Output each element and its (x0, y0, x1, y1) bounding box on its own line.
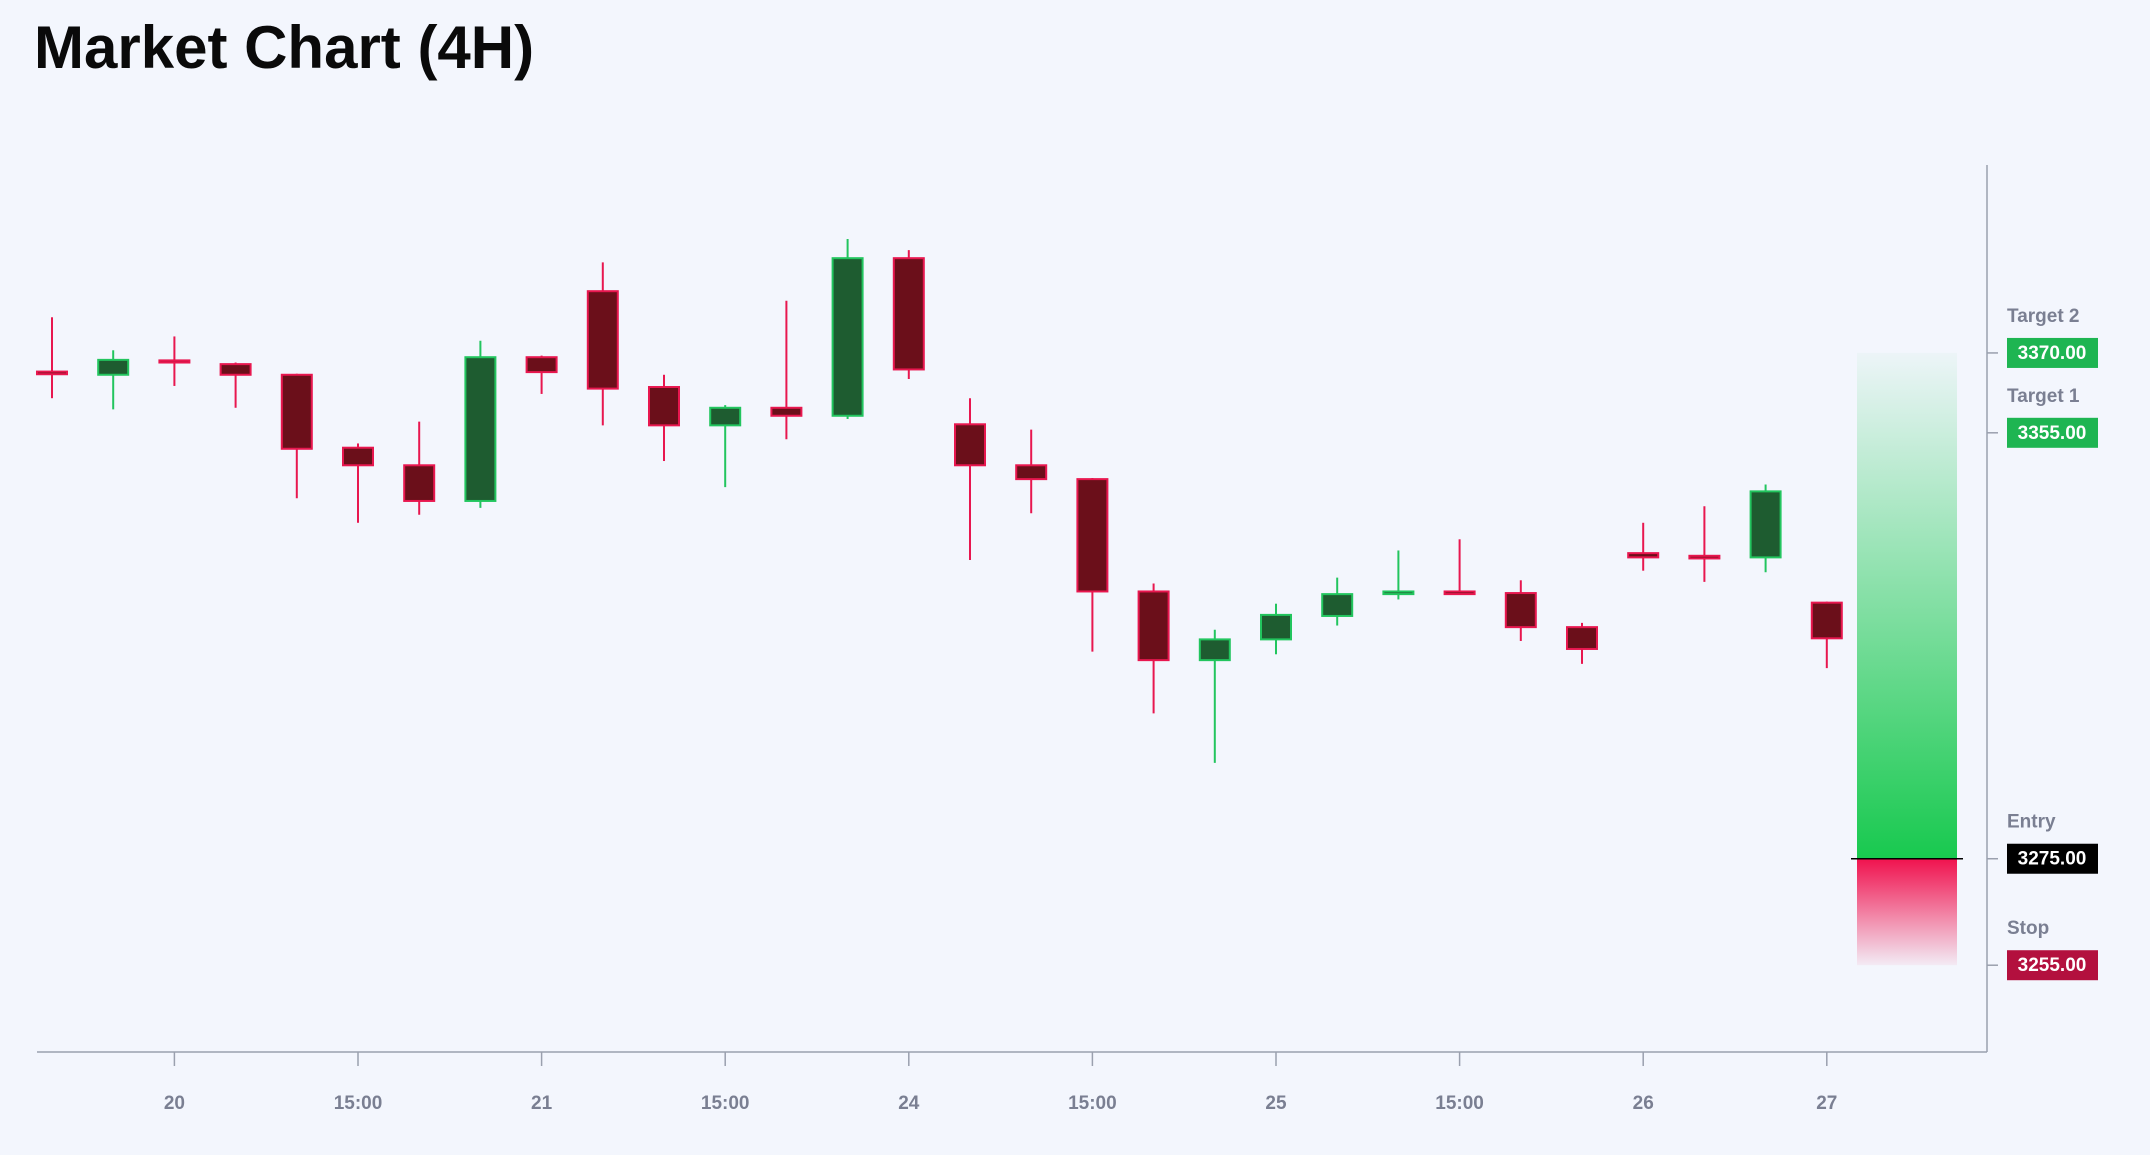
x-tick-label: 21 (531, 1093, 553, 1114)
candle-body (525, 356, 558, 374)
candle-body (158, 359, 191, 364)
candle-body (1382, 590, 1415, 596)
x-tick-label: 24 (898, 1093, 920, 1114)
x-tick-label: 15:00 (1068, 1093, 1117, 1114)
candle-body (464, 356, 497, 502)
level-label: 3355.00 (2018, 423, 2087, 444)
candle-body (648, 386, 680, 427)
candle-body (403, 464, 436, 502)
level-label: 3370.00 (2018, 343, 2087, 364)
candle-body (831, 257, 864, 417)
x-tick-label: 15:00 (1435, 1093, 1484, 1114)
level-tag (2007, 337, 2098, 368)
x-tick-label: 20 (164, 1093, 185, 1114)
level-name: Target 2 (2007, 306, 2080, 327)
level-name: Stop (2007, 918, 2049, 939)
candle-body (1137, 590, 1170, 662)
loss-zone (1857, 858, 1957, 966)
candle-body (954, 423, 986, 467)
level-tag (2007, 950, 2098, 981)
x-tick-label: 26 (1633, 1093, 1654, 1114)
candle-body (1321, 593, 1354, 617)
candle-body (36, 370, 68, 376)
level-tag (2007, 417, 2098, 448)
candle-body (1076, 478, 1109, 593)
candle-body (342, 446, 374, 467)
candle-body (1504, 592, 1537, 629)
candle-body (892, 257, 925, 371)
level-label: 3275.00 (2018, 849, 2087, 870)
candle-body (280, 373, 313, 450)
candle-body (1198, 638, 1231, 662)
candle-body (97, 358, 130, 376)
candle-body (1749, 490, 1782, 559)
candle-body (1566, 626, 1598, 650)
profit-zone (1857, 352, 1957, 859)
candle-body (1688, 554, 1721, 560)
x-tick-label: 15:00 (701, 1093, 750, 1114)
candle-body (770, 406, 803, 417)
candle-body (1810, 601, 1843, 640)
candle-body (1260, 613, 1292, 641)
level-name: Target 1 (2007, 386, 2080, 407)
x-tick-label: 25 (1265, 1093, 1287, 1114)
candle-body (1443, 590, 1476, 596)
chart-title: Market Chart (4H) (34, 14, 534, 81)
x-tick-label: 27 (1816, 1093, 1837, 1114)
level-label: 3255.00 (2018, 955, 2087, 976)
candle-body (219, 363, 252, 376)
level-tag (2007, 843, 2098, 874)
candle-body (1015, 464, 1048, 481)
candle-body (709, 406, 742, 427)
x-tick-label: 15:00 (334, 1093, 383, 1114)
candle-body (1627, 552, 1660, 559)
level-name: Entry (2007, 812, 2056, 833)
candle-body (586, 290, 619, 390)
